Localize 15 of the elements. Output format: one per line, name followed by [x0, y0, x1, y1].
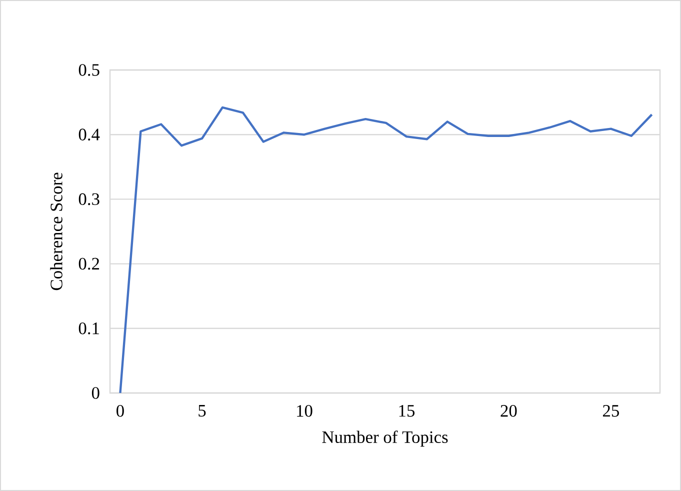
- x-tick-label: 5: [198, 405, 206, 417]
- x-axis-title: Number of Topics: [322, 430, 448, 447]
- y-tick-label: 0.4: [78, 128, 100, 141]
- x-tick-label: 15: [399, 405, 415, 417]
- y-tick-label: 0.5: [78, 64, 100, 76]
- x-tick-label: 10: [297, 405, 312, 417]
- x-tick-label: 20: [500, 405, 517, 417]
- y-tick-label: 0.1: [78, 322, 99, 334]
- line-series: [119, 106, 653, 393]
- x-tick-label: 0: [116, 405, 124, 417]
- x-tick-label: 25: [602, 405, 619, 417]
- y-tick-label: 0.3: [78, 193, 100, 206]
- y-tick-label: 0.2: [78, 258, 100, 270]
- y-tick-label: 0: [92, 387, 100, 399]
- y-axis-title: Coherence Score: [50, 172, 62, 290]
